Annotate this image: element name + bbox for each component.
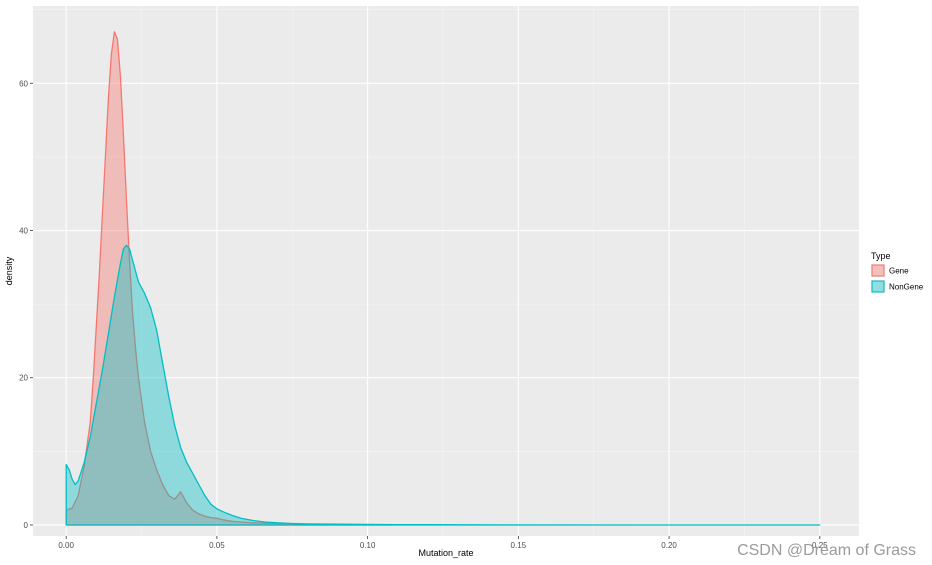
legend-key-nongene [871,280,885,293]
y-axis: 0 20 40 60 [19,79,33,530]
density-area-nongene [65,244,821,526]
legend-label-nongene: NonGene [889,283,924,292]
x-tick-label: 0.25 [812,541,828,550]
x-tick-label: 0.15 [511,541,527,550]
watermark-text: CSDN @Dream of Grass [737,542,916,559]
density-area-gene [65,31,393,526]
plot-panel [33,6,859,536]
legend: Type Gene NonGene [871,251,924,293]
minor-gridlines [33,6,859,536]
y-axis-title: density [4,256,14,285]
legend-title: Type [871,251,891,261]
legend-key-bg-nongene [871,280,885,293]
x-tick-label: 0.10 [360,541,376,550]
legend-key-gene [871,264,885,277]
y-tick-label: 60 [19,79,28,88]
y-tick-label: 40 [19,227,28,236]
legend-key-bg-gene [871,264,885,277]
y-tick-label: 0 [24,521,29,530]
x-axis: 0.00 0.05 0.10 0.15 0.20 0.25 [58,536,828,550]
series-layer [65,31,821,526]
x-tick-label: 0.20 [661,541,677,550]
y-tick-label: 20 [19,374,28,383]
x-tick-label: 0.05 [209,541,225,550]
x-axis-title: Mutation_rate [418,548,473,558]
x-tick-label: 0.00 [58,541,74,550]
legend-label-gene: Gene [889,267,909,276]
legend-items: Gene NonGene [871,264,924,293]
